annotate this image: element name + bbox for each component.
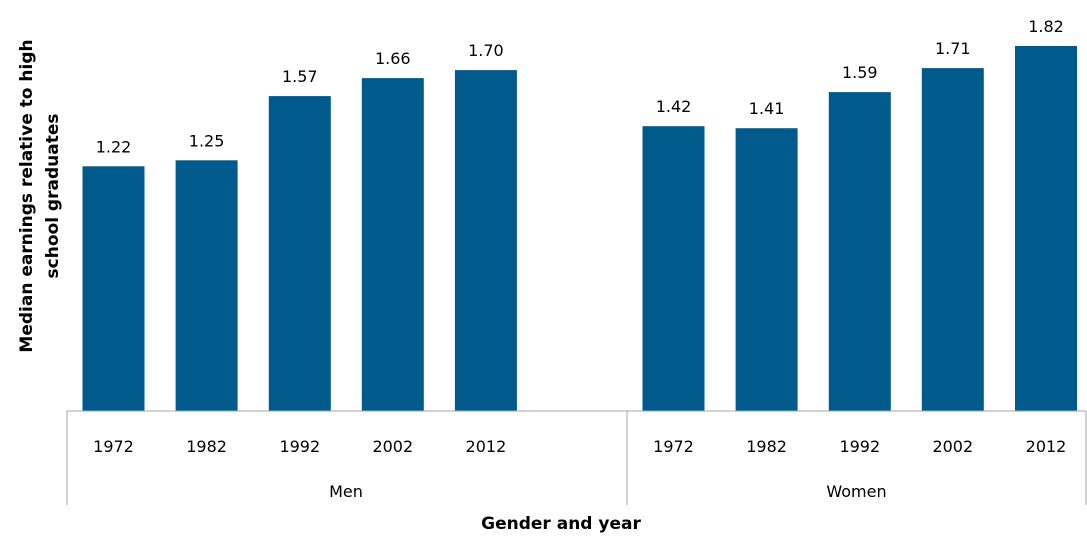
- bars-layer: [82, 46, 1077, 411]
- data-label: 1.71: [935, 39, 971, 58]
- data-label: 1.70: [468, 41, 504, 60]
- bar-women-1982: [735, 128, 798, 411]
- x-tick-label: 2002: [932, 437, 973, 456]
- data-label: 1.82: [1028, 17, 1064, 36]
- x-tick-label: 2012: [1026, 437, 1067, 456]
- y-axis-title: Median earnings relative to high school …: [17, 39, 63, 352]
- x-tick-label: 1992: [279, 437, 320, 456]
- bar-men-1982: [175, 160, 238, 411]
- x-tick-label: 1982: [746, 437, 787, 456]
- bar-women-2012: [1015, 46, 1077, 411]
- x-tick-label: 1972: [653, 437, 694, 456]
- x-axis: [66, 410, 1087, 505]
- x-group-label: Women: [826, 482, 886, 501]
- data-label: 1.22: [96, 137, 132, 156]
- value-labels-layer: 1.22 1.25 1.57 1.66 1.70 1.42 1.41 1.59 1.71 1.82: [96, 17, 1064, 156]
- bar-men-1972: [82, 166, 145, 411]
- data-label: 1.42: [656, 97, 692, 116]
- data-label: 1.41: [749, 99, 785, 118]
- x-tick-label: 2002: [372, 437, 413, 456]
- x-tick-labels: 1972 1982 1992 2002 2012 1972 1982 1992 2002 2012: [93, 437, 1066, 456]
- data-label: 1.25: [189, 131, 225, 150]
- data-label: 1.57: [282, 67, 318, 86]
- bar-women-1972: [642, 126, 705, 411]
- bar-men-1992: [268, 96, 331, 411]
- data-label: 1.59: [842, 63, 878, 82]
- data-label: 1.66: [375, 49, 411, 68]
- x-tick-label: 1972: [93, 437, 134, 456]
- bar-men-2002: [361, 78, 424, 411]
- x-group-label: Men: [329, 482, 363, 501]
- bar-men-2012: [454, 70, 517, 411]
- x-tick-label: 1992: [839, 437, 880, 456]
- x-tick-label: 1982: [186, 437, 227, 456]
- y-axis-title-line2: school graduates: [43, 114, 63, 279]
- x-group-labels: Men Women: [329, 482, 887, 501]
- x-axis-title: Gender and year: [481, 514, 641, 534]
- y-axis-title-line1: Median earnings relative to high: [17, 39, 37, 352]
- bar-women-1992: [828, 92, 891, 411]
- bar-women-2002: [921, 68, 984, 411]
- x-tick-label: 2012: [466, 437, 507, 456]
